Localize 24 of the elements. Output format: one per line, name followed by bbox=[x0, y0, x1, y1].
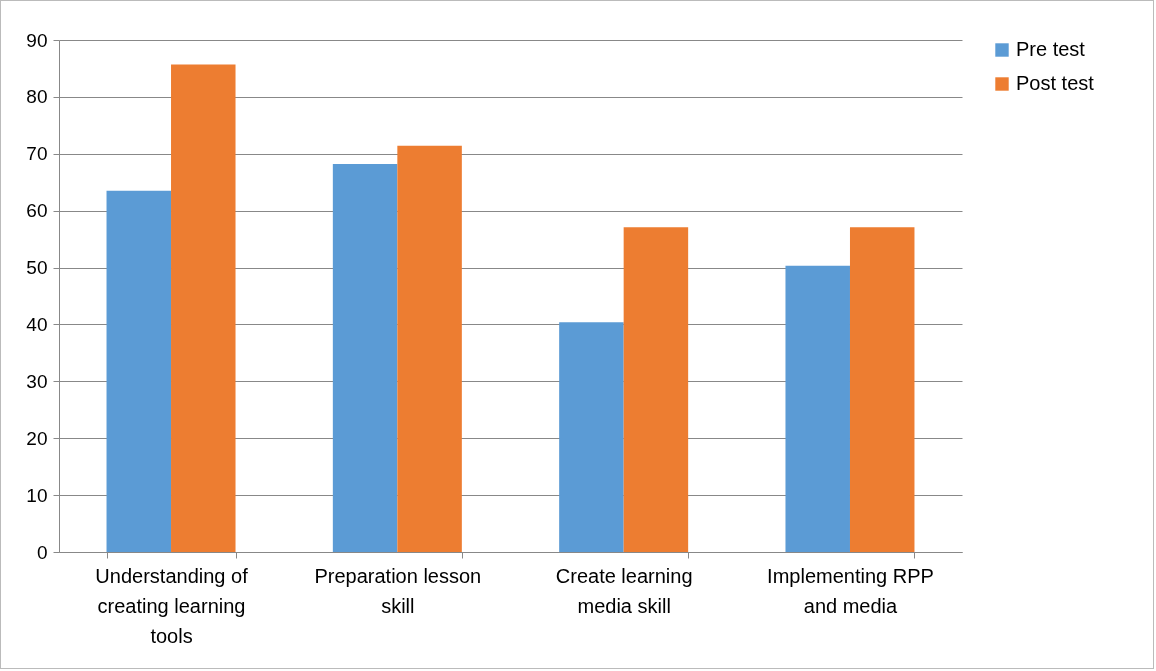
legend-label: Post test bbox=[1016, 72, 1095, 94]
y-tick-label: 80 bbox=[26, 86, 48, 108]
y-tick-label: 50 bbox=[26, 257, 48, 279]
legend-label: Pre test bbox=[1016, 38, 1086, 60]
y-tick-label: 60 bbox=[26, 200, 48, 222]
bar bbox=[397, 145, 462, 552]
bar bbox=[849, 227, 915, 552]
x-tick-label: Create learning media skill bbox=[555, 564, 693, 617]
y-tick-label: 70 bbox=[26, 143, 48, 165]
y-tick-label: 40 bbox=[26, 313, 48, 335]
bar bbox=[106, 190, 172, 552]
bar bbox=[785, 265, 850, 552]
y-tick-label: 0 bbox=[36, 541, 48, 563]
bar bbox=[171, 64, 236, 552]
y-tick-label: 90 bbox=[26, 29, 48, 51]
x-tick-label: Preparation lesson skill bbox=[314, 564, 482, 617]
bar bbox=[623, 227, 689, 552]
x-tick-label: Understanding of creating learning tools bbox=[95, 564, 249, 647]
bar bbox=[332, 164, 398, 552]
x-tick-label: Implementing RPP and media bbox=[767, 564, 934, 617]
bar bbox=[559, 322, 624, 552]
y-tick-label: 10 bbox=[26, 484, 48, 506]
y-tick-label: 20 bbox=[26, 427, 48, 449]
y-tick-label: 30 bbox=[26, 370, 48, 392]
